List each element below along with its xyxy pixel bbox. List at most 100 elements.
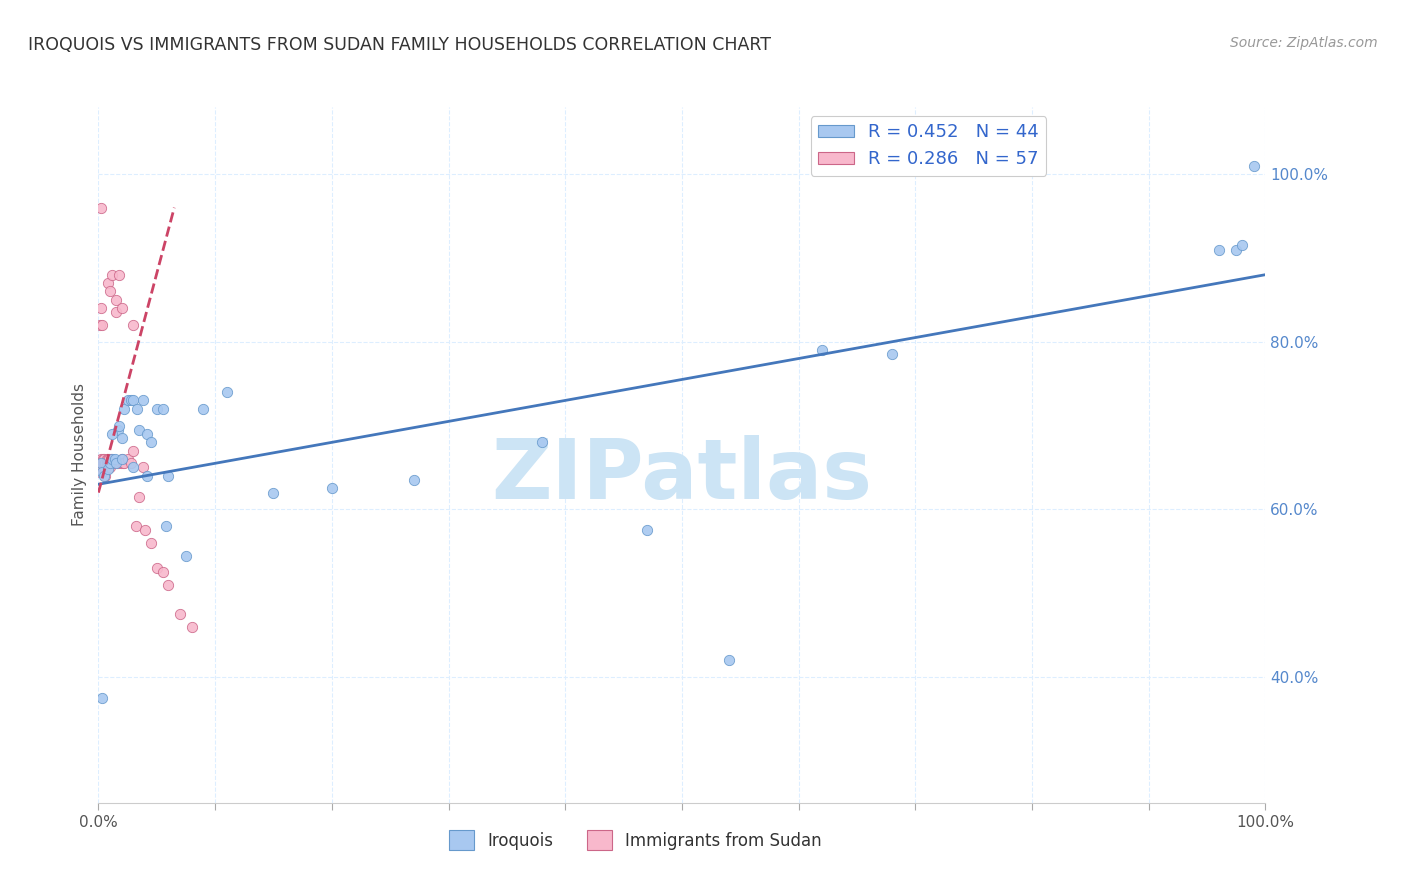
Point bbox=[122, 443, 145, 458]
Point bbox=[262, 485, 284, 500]
Point bbox=[146, 561, 169, 575]
Text: ZIPatlas: ZIPatlas bbox=[492, 435, 872, 516]
Point bbox=[98, 456, 121, 470]
Point bbox=[112, 401, 135, 416]
Point bbox=[132, 460, 155, 475]
Point bbox=[321, 482, 343, 496]
Text: Source: ZipAtlas.com: Source: ZipAtlas.com bbox=[1230, 36, 1378, 50]
Point bbox=[107, 423, 129, 437]
Point bbox=[402, 473, 425, 487]
Point bbox=[97, 452, 120, 467]
Point bbox=[1208, 243, 1230, 257]
Point bbox=[128, 490, 150, 504]
Point bbox=[1225, 243, 1247, 257]
Point bbox=[111, 452, 134, 467]
Point bbox=[100, 456, 122, 470]
Point bbox=[91, 452, 114, 467]
Point bbox=[98, 285, 121, 299]
Point bbox=[155, 519, 177, 533]
Point bbox=[89, 318, 111, 332]
Point bbox=[128, 423, 150, 437]
Point bbox=[93, 468, 115, 483]
Point bbox=[90, 691, 112, 706]
Point bbox=[104, 305, 127, 319]
Point bbox=[136, 468, 159, 483]
Point bbox=[89, 465, 111, 479]
Point bbox=[1230, 238, 1253, 252]
Point bbox=[90, 460, 112, 475]
Legend: Iroquois, Immigrants from Sudan: Iroquois, Immigrants from Sudan bbox=[443, 823, 828, 857]
Point bbox=[101, 268, 124, 282]
Point bbox=[111, 452, 134, 467]
Point bbox=[111, 456, 134, 470]
Point bbox=[100, 452, 122, 467]
Point bbox=[139, 435, 162, 450]
Point bbox=[157, 468, 180, 483]
Text: IROQUOIS VS IMMIGRANTS FROM SUDAN FAMILY HOUSEHOLDS CORRELATION CHART: IROQUOIS VS IMMIGRANTS FROM SUDAN FAMILY… bbox=[28, 36, 770, 54]
Point bbox=[122, 318, 145, 332]
Point bbox=[117, 393, 139, 408]
Point bbox=[104, 293, 127, 307]
Point bbox=[157, 578, 180, 592]
Point bbox=[93, 460, 115, 475]
Point bbox=[91, 456, 114, 470]
Point bbox=[117, 452, 139, 467]
Point bbox=[125, 401, 148, 416]
Point bbox=[104, 452, 127, 467]
Point bbox=[98, 456, 121, 470]
Point bbox=[89, 456, 111, 470]
Point bbox=[96, 452, 118, 467]
Point bbox=[146, 401, 169, 416]
Point bbox=[134, 524, 156, 538]
Point bbox=[215, 385, 238, 400]
Point bbox=[104, 456, 127, 470]
Point bbox=[880, 347, 903, 361]
Point bbox=[90, 465, 112, 479]
Point bbox=[717, 653, 740, 667]
Point bbox=[108, 268, 131, 282]
Point bbox=[530, 435, 553, 450]
Point bbox=[122, 460, 145, 475]
Point bbox=[96, 456, 118, 470]
Point bbox=[104, 456, 127, 470]
Point bbox=[636, 524, 658, 538]
Point bbox=[96, 456, 118, 470]
Point bbox=[103, 456, 125, 470]
Point bbox=[97, 462, 120, 476]
Point bbox=[97, 456, 120, 470]
Point bbox=[1243, 159, 1265, 173]
Point bbox=[94, 468, 117, 483]
Point bbox=[152, 401, 174, 416]
Point bbox=[193, 401, 215, 416]
Point bbox=[811, 343, 834, 358]
Point bbox=[97, 276, 120, 290]
Y-axis label: Family Households: Family Households bbox=[72, 384, 87, 526]
Point bbox=[122, 393, 145, 408]
Point bbox=[90, 460, 112, 475]
Point bbox=[90, 456, 112, 470]
Point bbox=[108, 418, 131, 433]
Point bbox=[112, 456, 135, 470]
Point bbox=[98, 460, 121, 475]
Point bbox=[169, 607, 191, 622]
Point bbox=[90, 318, 112, 332]
Point bbox=[105, 456, 128, 470]
Point bbox=[90, 301, 112, 316]
Point bbox=[93, 452, 115, 467]
Point bbox=[97, 452, 120, 467]
Point bbox=[132, 393, 155, 408]
Point bbox=[174, 549, 197, 563]
Point bbox=[97, 456, 120, 470]
Point bbox=[107, 456, 129, 470]
Point bbox=[136, 427, 159, 442]
Point bbox=[111, 301, 134, 316]
Point bbox=[125, 519, 148, 533]
Point bbox=[90, 201, 112, 215]
Point bbox=[152, 566, 174, 580]
Point bbox=[120, 393, 142, 408]
Point bbox=[93, 456, 115, 470]
Point bbox=[180, 620, 202, 634]
Point bbox=[101, 452, 124, 467]
Point bbox=[111, 431, 134, 445]
Point bbox=[110, 456, 132, 470]
